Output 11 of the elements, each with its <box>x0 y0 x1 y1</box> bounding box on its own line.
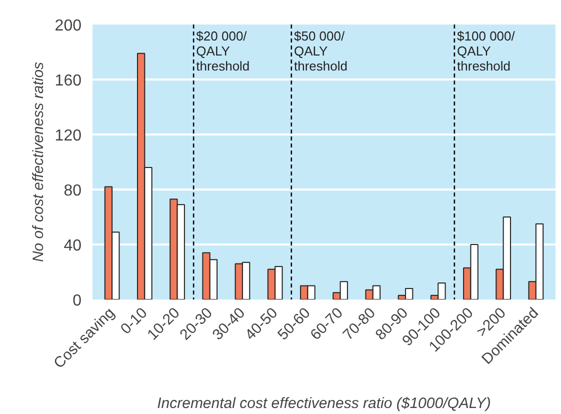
annotation: $20 000/ QALY threshold <box>196 28 250 74</box>
y-tick-label: 0 <box>72 292 82 310</box>
y-tick-label: 120 <box>54 128 82 144</box>
y-tick-label: 160 <box>54 72 82 90</box>
y-tick-label: 40 <box>64 238 82 254</box>
annotation: $100 000/ QALY threshold <box>457 28 516 74</box>
annotation: $50 000/ QALY threshold <box>294 28 348 74</box>
y-axis-title: No of cost effectiveness ratios <box>30 61 47 262</box>
y-tick-label: 200 <box>54 18 82 34</box>
x-axis-title: Incremental cost effectiveness ratio ($1000/QALY) <box>157 394 491 412</box>
y-tick-label: 80 <box>64 182 82 200</box>
